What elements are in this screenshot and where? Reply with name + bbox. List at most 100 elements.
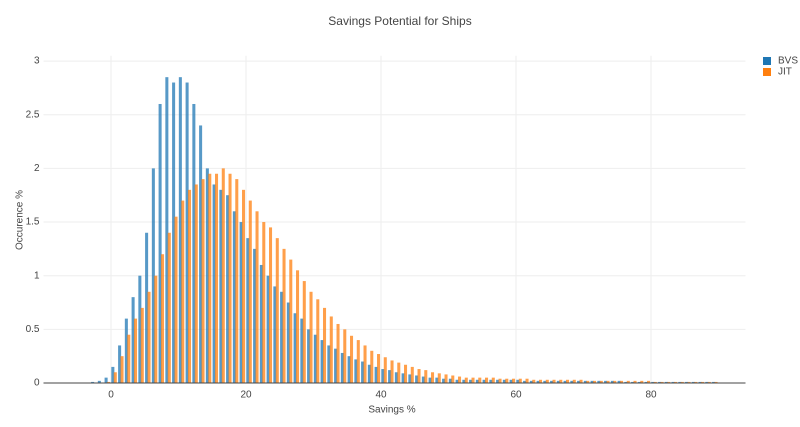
bar: [356, 340, 360, 383]
bar: [246, 238, 250, 383]
y-tick-label: 0: [34, 378, 40, 389]
bar: [329, 316, 333, 383]
bar: [671, 381, 675, 383]
bar: [97, 380, 101, 383]
y-tick-label: 1.5: [26, 217, 40, 228]
bar: [631, 381, 635, 383]
bar: [172, 82, 176, 384]
bar: [235, 179, 239, 383]
legend-label: JIT: [778, 67, 792, 78]
bar: [158, 103, 162, 383]
bar: [417, 369, 421, 383]
bar: [232, 211, 236, 383]
bar: [343, 329, 347, 383]
bar: [577, 380, 581, 383]
bar: [475, 379, 479, 383]
bar: [401, 373, 405, 383]
bar: [174, 216, 178, 383]
bar: [131, 297, 135, 383]
bar: [498, 378, 502, 383]
bar: [138, 275, 142, 383]
bar: [489, 379, 493, 383]
bar: [118, 345, 122, 383]
bar: [421, 376, 425, 383]
bar: [127, 334, 131, 383]
bar: [91, 381, 95, 383]
bar: [469, 379, 473, 383]
bar: [354, 359, 358, 383]
bar: [525, 378, 529, 383]
bar: [529, 380, 533, 383]
bar: [502, 379, 506, 383]
bar: [624, 381, 628, 383]
bar: [604, 380, 608, 383]
bar: [593, 380, 597, 383]
bar: [536, 380, 540, 383]
bar: [289, 259, 293, 383]
bar: [523, 380, 527, 383]
bar: [491, 377, 495, 383]
bar: [714, 381, 718, 383]
bar: [201, 179, 205, 383]
bar: [107, 381, 111, 383]
y-tick-label: 2.5: [26, 109, 40, 120]
bar: [388, 370, 392, 383]
bar: [248, 200, 252, 383]
bar: [151, 168, 155, 383]
bar: [145, 232, 149, 383]
bar: [597, 380, 601, 383]
bar: [428, 377, 432, 383]
bar: [712, 381, 716, 383]
bar: [556, 380, 560, 383]
bar: [300, 318, 304, 383]
x-tick-label: 20: [240, 390, 252, 401]
bar: [334, 348, 338, 383]
bar: [687, 381, 691, 383]
bar: [566, 379, 570, 383]
bar: [606, 380, 610, 383]
bar: [478, 377, 482, 383]
bar: [586, 380, 590, 383]
bar: [658, 381, 662, 383]
bar: [705, 381, 709, 383]
bar: [259, 264, 263, 383]
bar: [134, 318, 138, 383]
x-tick-label: 0: [108, 390, 114, 401]
bar: [444, 374, 448, 383]
bar: [674, 381, 678, 383]
bar: [518, 378, 522, 383]
bar: [701, 381, 705, 383]
bar: [415, 375, 419, 383]
y-tick-label: 0.5: [26, 324, 40, 335]
bar: [178, 77, 182, 383]
bar: [431, 372, 435, 383]
bar: [194, 184, 198, 383]
y-tick-label: 2: [34, 163, 40, 174]
legend-swatch: [763, 68, 771, 76]
legend-swatch: [763, 57, 771, 65]
bar: [390, 360, 394, 383]
bar: [340, 352, 344, 383]
bar: [509, 379, 513, 383]
bar: [590, 380, 594, 383]
bar: [559, 379, 563, 383]
bar: [680, 381, 684, 383]
bar: [435, 377, 439, 383]
x-tick-label: 60: [510, 390, 522, 401]
bar: [323, 307, 327, 383]
bar: [370, 350, 374, 383]
bar: [678, 381, 682, 383]
bar: [363, 345, 367, 383]
bar: [199, 125, 203, 384]
bar: [296, 270, 300, 383]
bar: [464, 377, 468, 383]
bar: [124, 318, 128, 383]
bar: [532, 379, 536, 383]
bar: [694, 381, 698, 383]
bar: [442, 378, 446, 383]
bar: [462, 379, 466, 383]
bar: [617, 380, 621, 383]
bar: [188, 189, 192, 383]
bar: [516, 379, 520, 383]
